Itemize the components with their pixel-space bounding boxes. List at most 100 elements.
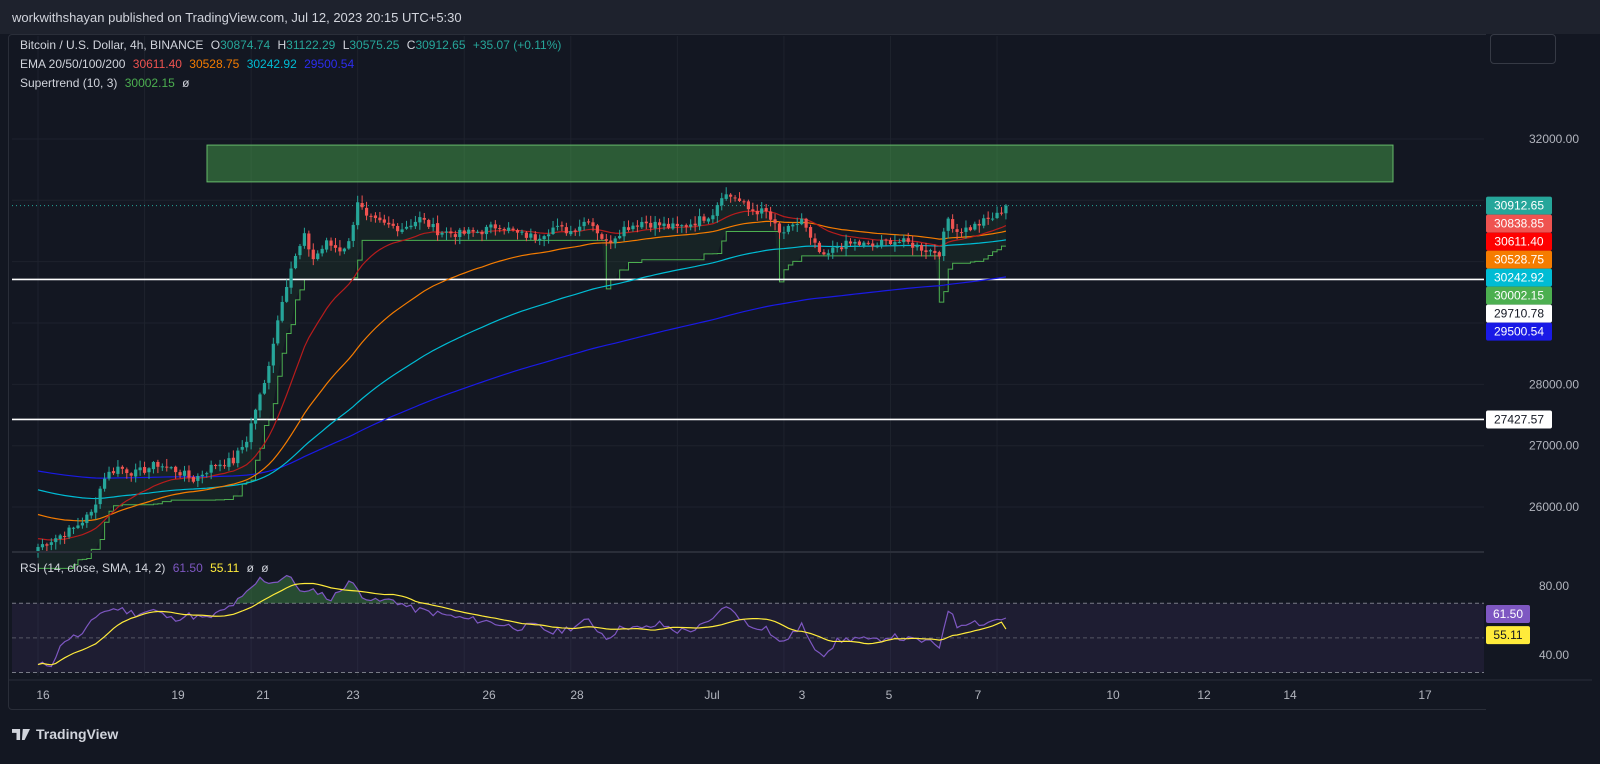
supertrend-line [38, 230, 1006, 569]
candle-body [364, 207, 369, 216]
candle-body [58, 535, 62, 539]
candle-body [45, 544, 49, 546]
candle-body [991, 218, 995, 220]
candle-body [196, 475, 200, 481]
price-chart[interactable]: 32000.00 28000.00 27000.00 26000.00 30912.65… [0, 0, 1600, 712]
candle-body [751, 209, 755, 211]
candle-body [822, 252, 826, 255]
candle-body [946, 218, 950, 231]
price-label-text: 29500.54 [1494, 325, 1544, 339]
candle-body [813, 238, 817, 243]
rsi-extra-2: ø [261, 561, 269, 575]
candle-body [893, 242, 897, 245]
time-tick-label: Jul [704, 688, 719, 702]
candle-body [387, 222, 391, 225]
tradingview-logo[interactable]: TradingView [12, 726, 118, 742]
candle-body [902, 238, 906, 243]
publisher-text: workwithshayan published on TradingView.… [12, 10, 462, 25]
candle-body [631, 225, 635, 230]
rsi-tick-label: 80.00 [1539, 579, 1569, 593]
candle-body [906, 238, 910, 242]
candle-body [551, 227, 555, 235]
candle-body [689, 224, 693, 227]
rsi-extra-1: ø [246, 561, 254, 575]
candle-body [285, 287, 289, 302]
candle-body [249, 423, 253, 443]
candle-body [986, 217, 990, 219]
candle-body [182, 470, 187, 476]
candle-body [999, 212, 1004, 214]
candle-body [511, 228, 515, 231]
time-tick-label: 10 [1106, 688, 1120, 702]
candle-body [706, 218, 711, 222]
candle-body [484, 226, 489, 235]
candle-body [880, 239, 884, 246]
time-tick-label: 21 [256, 688, 270, 702]
price-label-text: 29710.78 [1494, 307, 1544, 321]
candle-body [373, 215, 378, 219]
candle-body [404, 226, 409, 229]
price-label-text: 30242.92 [1494, 271, 1544, 285]
candle-body [462, 230, 466, 234]
candle-body [320, 248, 324, 254]
candle-body [613, 238, 617, 244]
candle-body [724, 194, 728, 199]
candle-body [342, 248, 346, 252]
supertrend-value: 30002.15 [124, 76, 175, 90]
candle-body [911, 242, 915, 248]
candle-body [382, 219, 386, 223]
rsi-label: RSI (14, close, SMA, 14, 2) [20, 561, 166, 575]
candle-body [533, 234, 537, 240]
candle-body [764, 208, 768, 212]
candle-body [507, 227, 511, 231]
candle-body [400, 229, 404, 232]
candle-body [831, 247, 835, 253]
candle-body [964, 227, 968, 232]
price-label-tag [1486, 286, 1552, 305]
candle-body [760, 208, 764, 214]
candle-body [586, 221, 591, 223]
price-label-tag [1486, 304, 1552, 323]
candle-body [853, 241, 857, 244]
candle-body [409, 225, 413, 228]
candle-body [693, 223, 697, 226]
ema100-value: 30242.92 [246, 57, 297, 71]
candle-body [191, 476, 195, 482]
price-label-text: 30528.75 [1494, 253, 1544, 267]
candle-body [222, 465, 227, 467]
candle-body [742, 201, 746, 203]
rsi-sma-line [37, 582, 1007, 666]
rsi-overbought-fill [38, 575, 1006, 604]
candle-body [80, 522, 84, 526]
candle-body [662, 223, 666, 226]
chart-menu-button[interactable] [1490, 34, 1556, 64]
candle-body [968, 227, 972, 231]
candle-body [116, 466, 120, 474]
candle-body [626, 227, 631, 230]
candle-body [653, 221, 657, 229]
candle-body [569, 231, 573, 235]
candle-body [982, 218, 986, 226]
time-tick-label: 28 [570, 688, 584, 702]
price-tick-label: 32000.00 [1529, 132, 1579, 146]
candle-body [427, 220, 431, 227]
candle-body [711, 215, 715, 220]
candle-body [444, 231, 449, 233]
candle-body [391, 223, 395, 226]
rsi-sma-value: 55.11 [210, 561, 240, 575]
ema-legend: EMA 20/50/100/200 30611.40 30528.75 3024… [20, 57, 358, 71]
candle-body [955, 229, 959, 232]
candle-body [151, 462, 156, 470]
candle-body [174, 466, 178, 473]
time-tick-label: 5 [886, 688, 893, 702]
candle-body [800, 218, 804, 225]
price-label-text: 30002.15 [1494, 289, 1544, 303]
candle-body [560, 225, 564, 227]
symbol-name: Bitcoin / U.S. Dollar, 4h, BINANCE [20, 38, 204, 52]
candle-body [644, 221, 648, 224]
candle-body [316, 253, 320, 260]
candle-body [156, 461, 160, 467]
price-label-tag [1486, 214, 1552, 233]
candle-body [262, 383, 267, 394]
candle-body [520, 231, 524, 233]
